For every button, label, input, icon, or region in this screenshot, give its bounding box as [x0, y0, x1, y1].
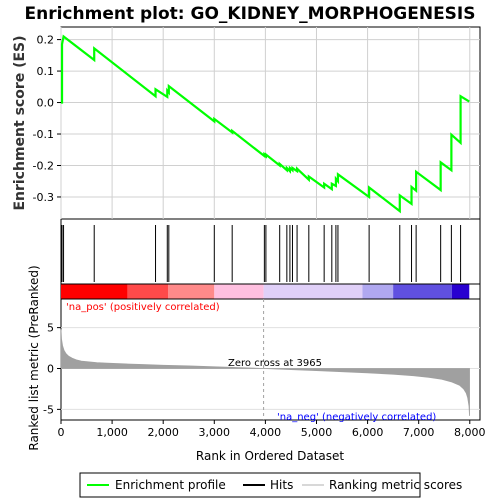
x-tick-label-3: 3,000 — [199, 426, 231, 439]
metric-tick-label-2: -5 — [43, 403, 54, 416]
metric-axis-label: Ranked list metric (PreRanked) — [27, 265, 41, 450]
x-tick-label-8: 8,000 — [454, 426, 486, 439]
x-tick-label-0: 0 — [58, 426, 65, 439]
es-tick-label-3: -0.1 — [33, 128, 54, 141]
heatmap-segment-7 — [451, 284, 470, 299]
positive-correlation-label: 'na_pos' (positively correlated) — [66, 302, 220, 313]
es-tick-label-2: 0.0 — [37, 97, 55, 110]
legend-profile-label: Enrichment profile — [115, 478, 226, 492]
es-grid — [60, 27, 480, 219]
es-axis-label: Enrichment score (ES) — [12, 35, 28, 210]
es-tick-label-4: -0.2 — [33, 159, 54, 172]
heatmap-segment-6 — [393, 284, 452, 299]
metric-panel — [60, 298, 481, 421]
x-tick-label-2: 2,000 — [147, 426, 179, 439]
es-panel — [60, 26, 481, 220]
metric-tick-label-0: 5 — [47, 322, 54, 335]
ranking-heatmap — [61, 284, 470, 299]
hit-markers — [61, 225, 462, 282]
x-tick-label-6: 6,000 — [352, 426, 384, 439]
x-tick-label-7: 7,000 — [403, 426, 435, 439]
axis-ticks: 0.2 0.1 0.0 -0.1 -0.2 -0.3 5 0 -5 0 1,000 2,000 3,00… — [33, 34, 486, 439]
x-tick-label-1: 1,000 — [96, 426, 128, 439]
negative-correlation-label: 'na_neg' (negatively correlated) — [277, 412, 436, 423]
heatmap-segment-2 — [168, 284, 215, 299]
x-tick-label-4: 4,000 — [250, 426, 282, 439]
es-tick-label-0: 0.2 — [37, 34, 55, 47]
es-tick-label-1: 0.1 — [37, 65, 55, 78]
heatmap-segment-0 — [61, 284, 128, 299]
heatmap-segment-3 — [214, 284, 264, 299]
x-axis-label: Rank in Ordered Dataset — [196, 449, 344, 463]
metric-series — [60, 329, 470, 416]
heatmap-segment-4 — [263, 284, 363, 299]
chart-title: Enrichment plot: GO_KIDNEY_MORPHOGENESIS — [25, 4, 476, 24]
enrichment-profile — [60, 34, 470, 214]
heatmap-segment-5 — [362, 284, 394, 299]
enrichment-profile-line — [60, 34, 470, 214]
hits-panel — [60, 218, 481, 285]
heatmap-segment-1 — [127, 284, 169, 299]
legend-hits-label: Hits — [270, 478, 293, 492]
ranking-metric-area — [60, 299, 470, 420]
zero-cross-label: Zero cross at 3965 — [228, 358, 322, 369]
legend-metric-label: Ranking metric scores — [329, 478, 462, 492]
es-tick-label-5: -0.3 — [33, 191, 54, 204]
metric-tick-label-1: 0 — [47, 362, 54, 375]
x-tick-label-5: 5,000 — [301, 426, 333, 439]
